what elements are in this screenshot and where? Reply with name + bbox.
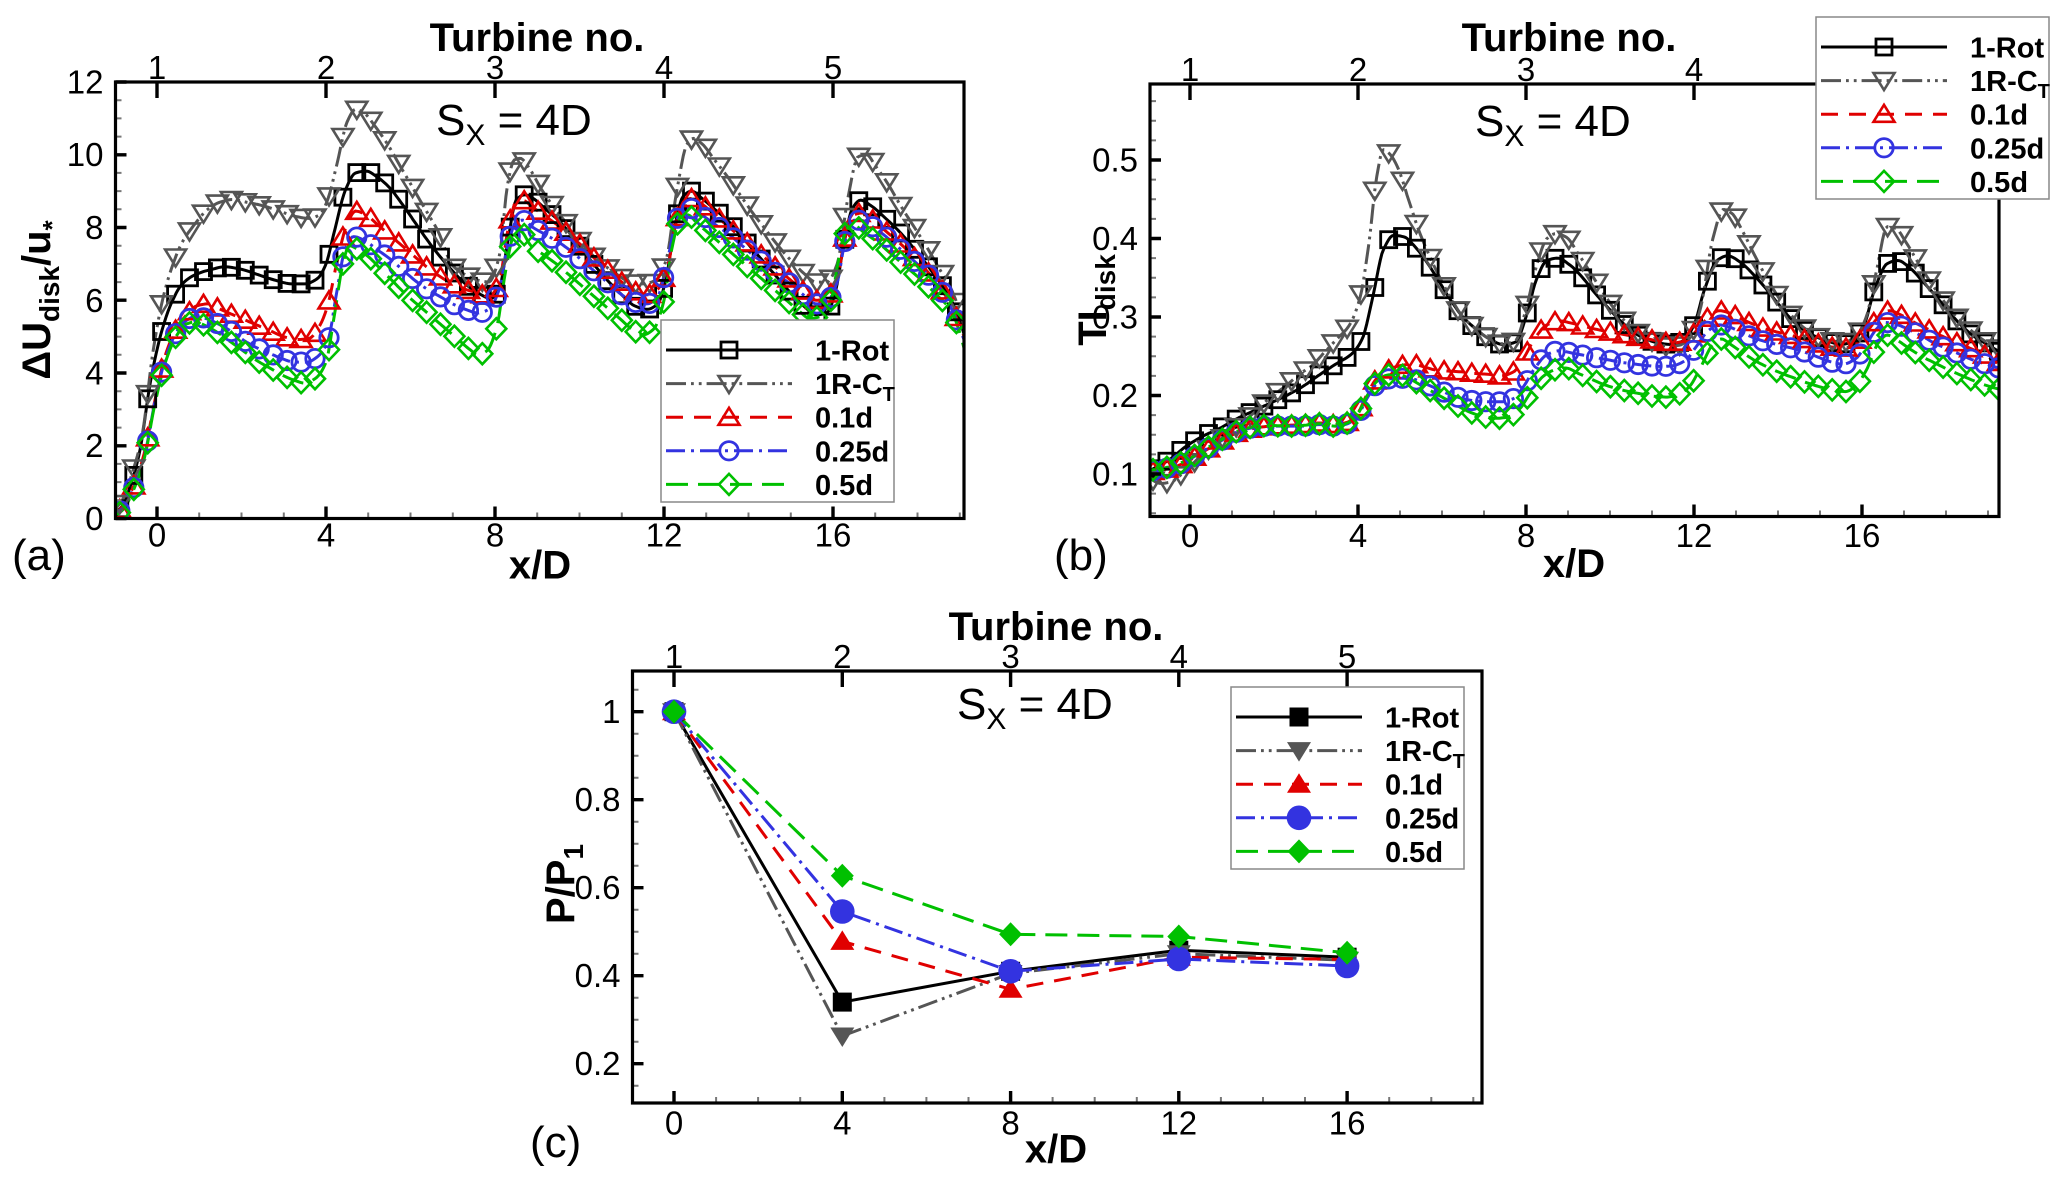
svg-text:2: 2 <box>85 427 103 464</box>
svg-text:0.5: 0.5 <box>1092 142 1138 179</box>
svg-text:0.1d: 0.1d <box>1970 100 2028 132</box>
svg-text:12: 12 <box>67 64 104 101</box>
svg-text:2: 2 <box>1349 51 1367 88</box>
svg-text:16: 16 <box>1844 517 1881 554</box>
svg-text:1R-CT: 1R-CT <box>815 369 895 406</box>
svg-text:x/D: x/D <box>509 544 571 588</box>
svg-text:6: 6 <box>85 282 103 319</box>
svg-text:3: 3 <box>1001 638 1019 675</box>
svg-text:Turbine no.: Turbine no. <box>949 605 1164 649</box>
svg-text:0.1d: 0.1d <box>815 403 873 435</box>
svg-text:2: 2 <box>317 49 335 86</box>
svg-text:(b): (b) <box>1054 531 1108 580</box>
svg-text:0: 0 <box>1181 517 1199 554</box>
svg-text:4: 4 <box>85 355 103 392</box>
svg-text:1R-CT: 1R-CT <box>1970 66 2050 103</box>
svg-text:12: 12 <box>646 517 683 554</box>
svg-text:0.1: 0.1 <box>1092 456 1138 493</box>
svg-text:5: 5 <box>1338 638 1356 675</box>
svg-text:5: 5 <box>824 49 842 86</box>
svg-text:0.3: 0.3 <box>1092 299 1138 336</box>
svg-text:4: 4 <box>1685 51 1703 88</box>
svg-text:16: 16 <box>1329 1105 1366 1142</box>
svg-text:1-Rot: 1-Rot <box>1385 703 1459 735</box>
svg-text:8: 8 <box>486 517 504 554</box>
svg-text:12: 12 <box>1676 517 1713 554</box>
svg-text:12: 12 <box>1160 1105 1197 1142</box>
svg-text:2: 2 <box>833 638 851 675</box>
svg-text:1: 1 <box>665 638 683 675</box>
svg-text:4: 4 <box>655 49 673 86</box>
svg-text:4: 4 <box>833 1105 851 1142</box>
svg-text:4: 4 <box>317 517 335 554</box>
svg-text:SX = 4D: SX = 4D <box>957 680 1113 736</box>
svg-text:0.5d: 0.5d <box>1970 167 2028 199</box>
svg-text:16: 16 <box>815 517 852 554</box>
svg-text:0.4: 0.4 <box>1092 220 1138 257</box>
svg-text:0.4: 0.4 <box>575 957 621 994</box>
svg-text:8: 8 <box>1001 1105 1019 1142</box>
svg-text:3: 3 <box>1517 51 1535 88</box>
svg-text:x/D: x/D <box>1025 1128 1087 1172</box>
svg-text:1: 1 <box>1181 51 1199 88</box>
svg-text:0.25d: 0.25d <box>815 436 889 468</box>
svg-text:0.2: 0.2 <box>575 1045 621 1082</box>
svg-text:0.5d: 0.5d <box>1385 837 1443 869</box>
svg-text:0.25d: 0.25d <box>1970 133 2044 165</box>
svg-text:10: 10 <box>67 136 104 173</box>
svg-text:1-Rot: 1-Rot <box>1970 33 2044 65</box>
svg-text:4: 4 <box>1349 517 1367 554</box>
svg-text:1: 1 <box>602 693 620 730</box>
svg-text:4: 4 <box>1170 638 1188 675</box>
svg-text:0: 0 <box>85 500 103 537</box>
svg-text:ΔUdisk/u*: ΔUdisk/u* <box>15 219 67 379</box>
svg-text:x/D: x/D <box>1543 542 1605 586</box>
svg-text:0: 0 <box>148 517 166 554</box>
svg-text:0.5d: 0.5d <box>815 470 873 502</box>
svg-text:0.8: 0.8 <box>575 781 621 818</box>
svg-text:(c): (c) <box>530 1118 581 1167</box>
svg-text:1-Rot: 1-Rot <box>815 336 889 368</box>
svg-text:0.2: 0.2 <box>1092 377 1138 414</box>
svg-text:0: 0 <box>665 1105 683 1142</box>
svg-text:Turbine no.: Turbine no. <box>430 16 645 60</box>
svg-text:8: 8 <box>1517 517 1535 554</box>
svg-text:SX = 4D: SX = 4D <box>436 96 592 152</box>
svg-text:3: 3 <box>486 49 504 86</box>
svg-text:8: 8 <box>85 209 103 246</box>
svg-text:1R-CT: 1R-CT <box>1385 736 1465 773</box>
svg-text:SX = 4D: SX = 4D <box>1475 97 1631 153</box>
svg-text:1: 1 <box>148 49 166 86</box>
svg-text:0.6: 0.6 <box>575 869 621 906</box>
svg-text:0.1d: 0.1d <box>1385 770 1443 802</box>
svg-text:Turbine no.: Turbine no. <box>1462 16 1677 60</box>
svg-text:(a): (a) <box>12 531 66 580</box>
svg-text:0.25d: 0.25d <box>1385 803 1459 835</box>
